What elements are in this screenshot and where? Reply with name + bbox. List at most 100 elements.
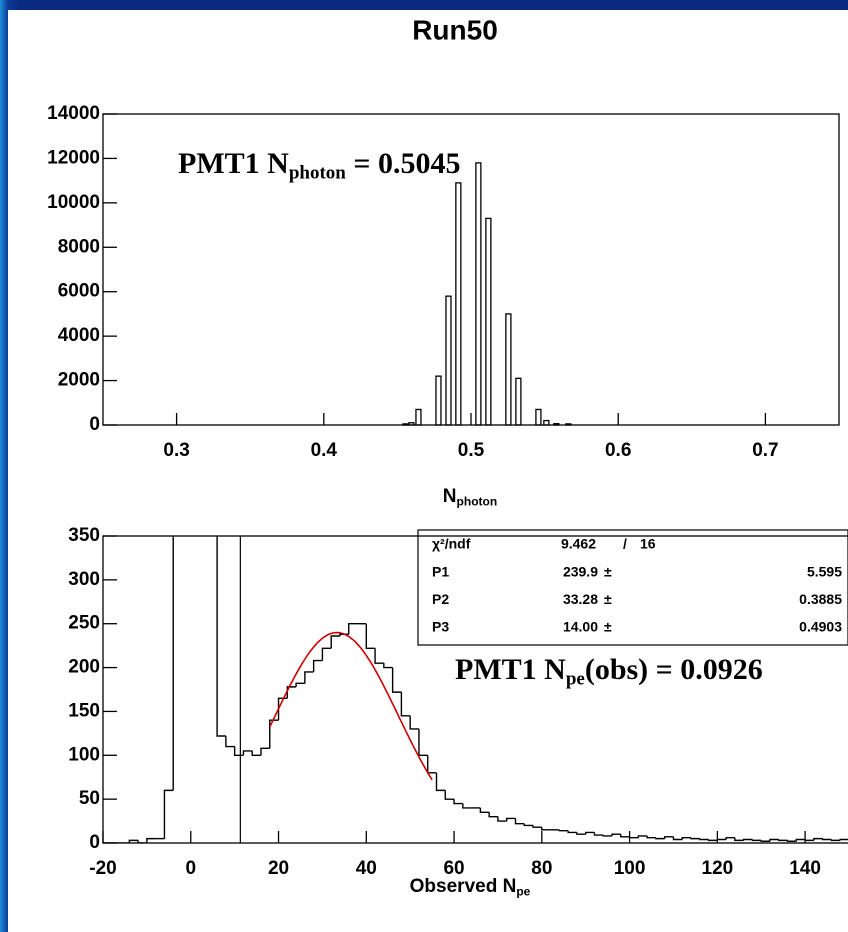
x-axis-label-sub: photon [457, 495, 498, 509]
histogram-bin [269, 719, 279, 749]
x-axis-label-part: Observed N [410, 876, 517, 897]
histogram-bin [707, 839, 718, 842]
histogram-bin [506, 817, 516, 822]
histogram-bin [585, 831, 595, 835]
histogram-bin [514, 818, 525, 825]
y-tick-label: 10000 [47, 192, 100, 213]
histogram-bin [304, 671, 314, 684]
histogram-bin [611, 833, 621, 836]
y-tick-label: 8000 [58, 236, 100, 257]
y-tick-label: 12000 [47, 147, 100, 168]
annotation-part: (obs) = 0.0926 [585, 653, 763, 686]
x-tick-label: 20 [268, 858, 289, 879]
histogram-bin [488, 812, 498, 818]
x-axis-label-part: N [443, 486, 457, 507]
histogram-bin [751, 839, 762, 842]
histogram-bin [541, 827, 551, 831]
histogram-bin [663, 836, 674, 839]
histogram-bin [637, 835, 648, 838]
histogram-bin [593, 832, 604, 836]
histogram-bin [365, 623, 376, 649]
bar [455, 182, 462, 426]
stat-value: 239.9 [563, 564, 598, 580]
stat-label: P1 [432, 564, 449, 580]
panel [8, 10, 848, 932]
stat-error: 5.595 [807, 564, 842, 580]
histogram-bin [602, 835, 613, 837]
histogram-bin [286, 686, 297, 699]
histogram-bin [146, 837, 156, 843]
histogram-bin [778, 839, 788, 842]
histogram-bin [391, 667, 402, 693]
stat-label: P3 [432, 619, 449, 635]
y-tick-label: 100 [68, 744, 100, 765]
annotation: PMT1 Nphoton = 0.5045 [178, 147, 460, 184]
y-tick-label: 14000 [47, 103, 100, 124]
histogram-bin [462, 803, 472, 809]
stat-value: 33.28 [563, 591, 598, 607]
x-tick-label: 0.4 [311, 440, 338, 461]
histogram-bin [242, 750, 253, 756]
stat-error: 0.4903 [799, 619, 842, 635]
stat-pm: ± [604, 619, 612, 635]
stat-value: 16 [640, 536, 656, 552]
stats-box [417, 529, 848, 646]
stat-value: 9.462 [561, 536, 596, 552]
x-tick-label: 0.3 [163, 440, 189, 461]
bar [505, 313, 512, 426]
x-axis-label-sub: pe [516, 885, 530, 899]
bar [535, 408, 542, 426]
histogram-bin [374, 648, 384, 664]
histogram-bin [795, 838, 806, 842]
x-tick-label: 0.7 [752, 440, 778, 461]
x-tick-label: 100 [614, 858, 646, 879]
annotation-part: PMT1 N [178, 147, 289, 180]
histogram-bin [655, 837, 665, 840]
histogram-bin [383, 663, 393, 669]
histogram-bin [576, 832, 586, 835]
histogram-bin [163, 789, 174, 839]
stat-sep: / [623, 536, 627, 552]
frame [102, 535, 848, 844]
bar [485, 217, 492, 426]
annotation: PMT1 Npe(obs) = 0.0926 [455, 653, 763, 690]
title: Run50 [412, 14, 498, 45]
histogram-bin [690, 837, 700, 840]
histogram-bin [523, 823, 534, 827]
histogram-bin [813, 837, 823, 841]
bar [475, 162, 482, 426]
x-tick-label: 140 [789, 858, 821, 879]
bar [415, 408, 422, 426]
histogram-bin [260, 747, 270, 756]
annotation-sub: pe [566, 669, 585, 690]
bar [515, 377, 522, 426]
x-tick-label: 80 [531, 858, 552, 879]
histogram-bin [734, 837, 744, 842]
y-tick-label: 150 [68, 700, 100, 721]
bar [445, 295, 452, 426]
x-axis-label: Observed Npe [410, 876, 531, 899]
histogram-bin [821, 838, 832, 841]
y-tick-label: 2000 [58, 370, 100, 391]
x-tick-label: 60 [443, 858, 464, 879]
bar [435, 375, 442, 426]
stat-error: 0.3885 [799, 591, 842, 607]
annotation-part: PMT1 N [455, 653, 566, 686]
stat-value: 14.00 [563, 619, 598, 635]
histogram-bin [558, 829, 569, 832]
histogram-bin [479, 807, 490, 813]
histogram-bin [760, 840, 771, 842]
y-tick-label: 250 [68, 613, 100, 634]
histogram-bin [444, 790, 455, 800]
histogram-bin [672, 836, 683, 841]
histogram-bin [216, 536, 226, 737]
histogram-bin [699, 838, 709, 841]
histogram-bin [786, 840, 797, 842]
y-tick-label: 300 [68, 569, 100, 590]
histogram-bin [725, 837, 735, 840]
histogram-bin [128, 839, 139, 843]
x-tick-label: 0 [185, 858, 196, 879]
bar [543, 419, 550, 426]
